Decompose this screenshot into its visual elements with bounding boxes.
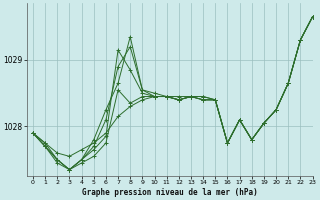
X-axis label: Graphe pression niveau de la mer (hPa): Graphe pression niveau de la mer (hPa) bbox=[82, 188, 258, 197]
